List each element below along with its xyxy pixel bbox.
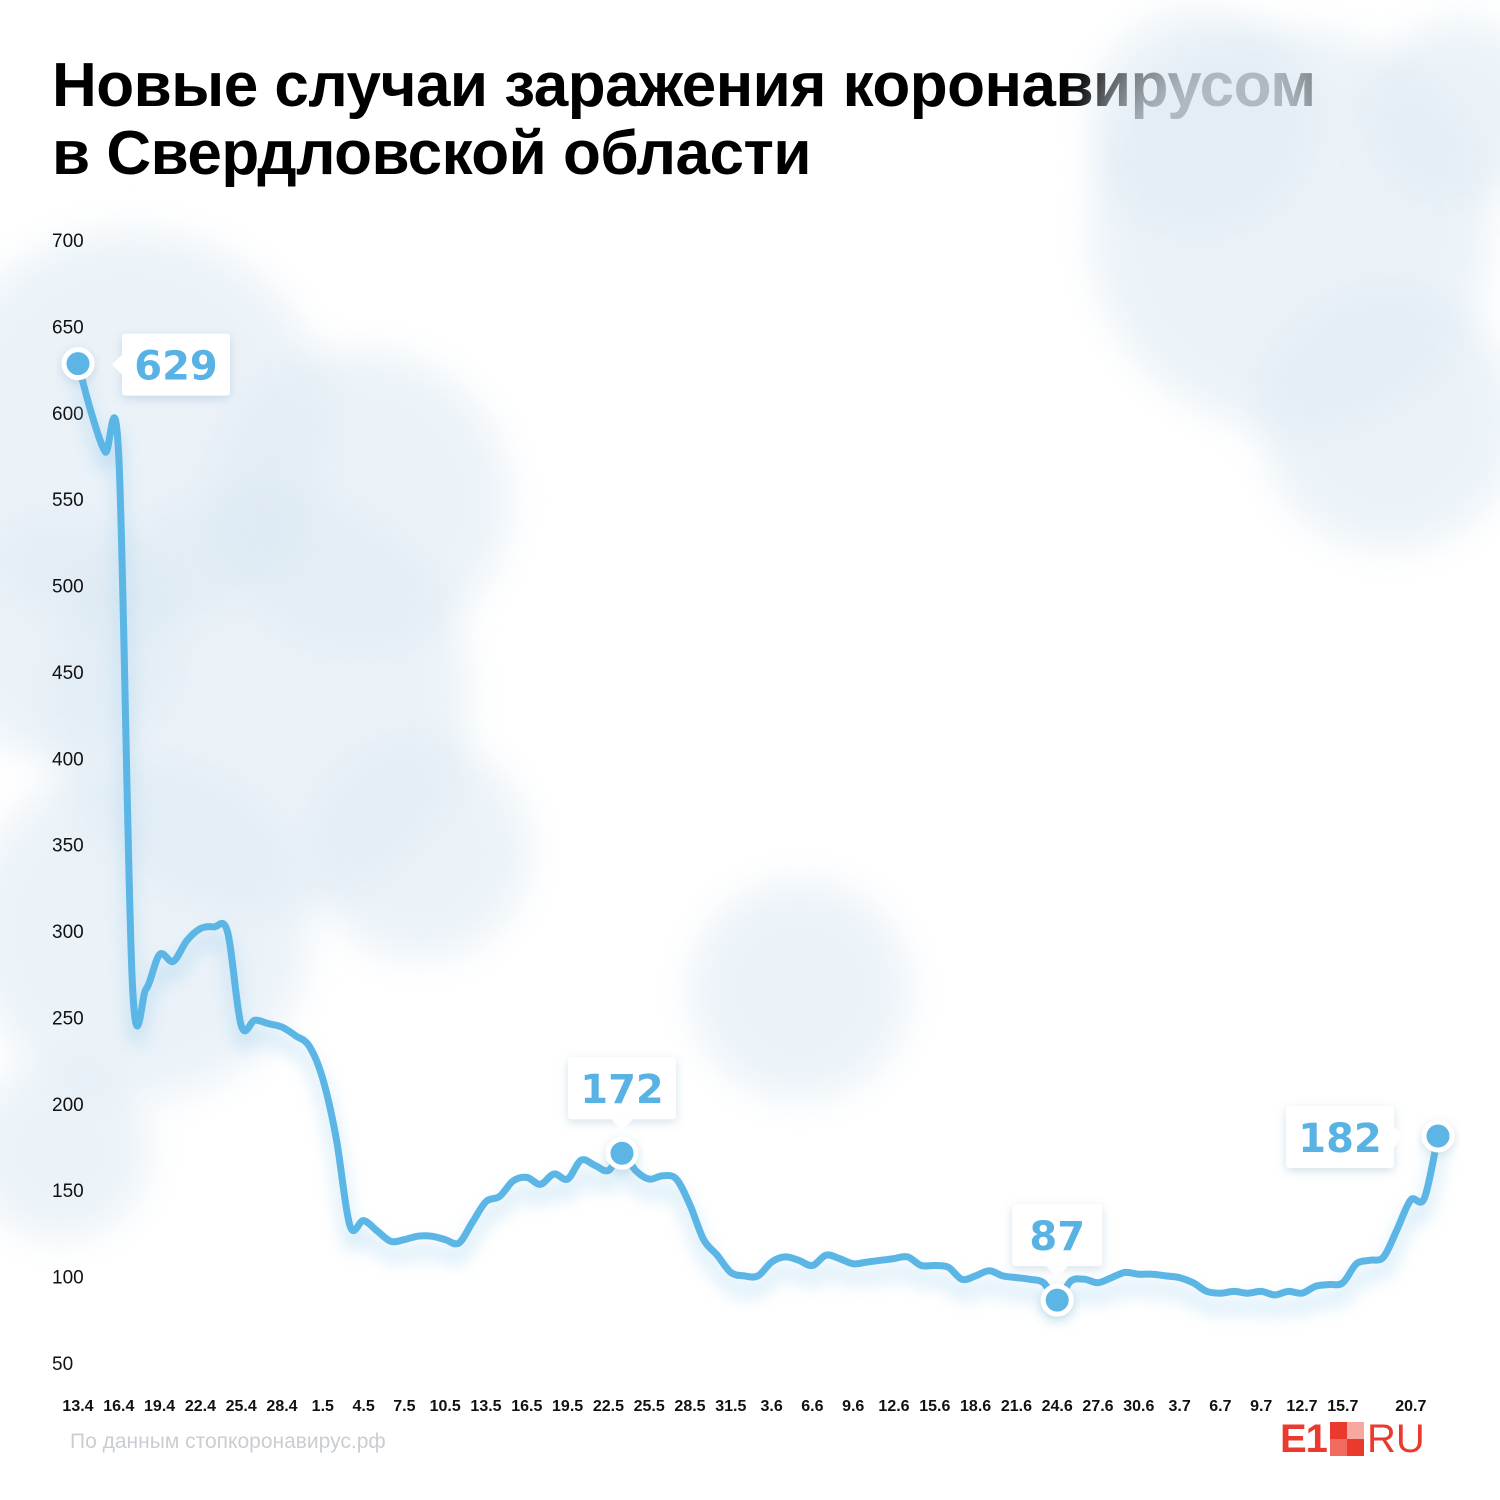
x-tick-label: 10.5	[430, 1398, 461, 1415]
x-tick-label: 1.5	[312, 1398, 334, 1415]
y-tick-label: 600	[52, 404, 84, 425]
virus-blob-8	[0, 520, 180, 760]
x-tick-label: 22.5	[593, 1398, 624, 1415]
x-tick-label: 30.6	[1123, 1398, 1154, 1415]
annotation-callout-pointer	[611, 1119, 633, 1131]
x-tick-label: 20.7	[1395, 1398, 1426, 1415]
y-tick-label: 100	[52, 1268, 84, 1289]
x-tick-label: 7.5	[393, 1398, 415, 1415]
source-note: По данным стопкоронавирус.рф	[70, 1430, 386, 1453]
x-tick-label: 25.4	[226, 1398, 257, 1415]
x-tick-label: 12.7	[1286, 1398, 1317, 1415]
x-tick-label: 27.6	[1082, 1398, 1113, 1415]
annotation-label: 172	[580, 1067, 664, 1113]
y-tick-label: 650	[52, 317, 84, 338]
x-tick-label: 6.6	[801, 1398, 823, 1415]
x-tick-label: 12.6	[878, 1398, 909, 1415]
x-tick-label: 16.5	[511, 1398, 542, 1415]
x-tick-label: 19.4	[144, 1398, 175, 1415]
annotation-callout-pointer	[112, 354, 122, 375]
annotation-172: 172	[568, 1057, 676, 1170]
x-tick-label: 4.5	[352, 1398, 374, 1415]
x-tick-label: 21.6	[1001, 1398, 1032, 1415]
annotation-callout-pointer	[1046, 1266, 1069, 1278]
annotation-point	[61, 347, 95, 381]
annotation-87: 87	[1012, 1204, 1103, 1317]
x-tick-label: 28.4	[266, 1398, 297, 1415]
y-tick-label: 400	[52, 749, 84, 770]
y-tick-label: 250	[52, 1008, 84, 1029]
annotation-callout-box	[1012, 1204, 1103, 1267]
x-tick-label: 3.6	[760, 1398, 782, 1415]
y-tick-label: 550	[52, 490, 84, 511]
x-tick-label: 3.7	[1168, 1398, 1190, 1415]
x-tick-label: 24.6	[1042, 1398, 1073, 1415]
chart-title-line-2: в Свердловской области	[52, 119, 811, 188]
y-tick-label: 50	[52, 1354, 73, 1375]
series-new-cases	[73, 360, 1443, 1320]
x-axis: 13.4 16.4 19.4 22.4 25.4 28.4 1.5 4.5 7.5 10.5 13.…	[62, 1398, 1426, 1415]
logo-squares-icon	[1329, 1422, 1364, 1456]
e1-logo[interactable]: E1 RU	[1280, 1416, 1425, 1461]
x-tick-label: 19.5	[552, 1398, 583, 1415]
virus-blob-2	[1090, 10, 1310, 230]
x-tick-label: 31.5	[715, 1398, 746, 1415]
annotation-callout-box	[568, 1057, 676, 1120]
annotation-182: 182	[1286, 1105, 1455, 1168]
x-tick-label: 16.4	[103, 1398, 134, 1415]
y-tick-label: 450	[52, 663, 84, 684]
virus-blob-10	[690, 880, 910, 1100]
annotation-label: 629	[134, 344, 218, 390]
series-line	[74, 360, 1442, 1304]
y-axis: 50 100 150 200 250 300 350 400 450 500 550 600 650 70…	[52, 231, 84, 1375]
x-tick-label: 15.7	[1327, 1398, 1358, 1415]
x-tick-label: 22.4	[185, 1398, 216, 1415]
virus-blob-11	[0, 1060, 150, 1240]
x-tick-label: 25.5	[634, 1398, 665, 1415]
annotation-callout-box	[122, 333, 230, 396]
x-tick-label: 13.5	[470, 1398, 501, 1415]
logo-e1-text: E1	[1280, 1416, 1328, 1461]
annotation-label: 87	[1029, 1214, 1085, 1260]
x-tick-label: 9.6	[842, 1398, 864, 1415]
x-tick-label: 9.7	[1250, 1398, 1272, 1415]
x-tick-label: 28.5	[674, 1398, 705, 1415]
series-line-shadow	[73, 376, 1443, 1320]
x-tick-label: 18.6	[960, 1398, 991, 1415]
virus-blob-1	[1260, 290, 1500, 550]
annotation-callout-pointer	[1394, 1126, 1404, 1147]
y-tick-label: 350	[52, 836, 84, 857]
y-tick-label: 500	[52, 577, 84, 598]
y-tick-label: 700	[52, 231, 84, 252]
x-tick-label: 13.4	[62, 1398, 93, 1415]
y-tick-label: 150	[52, 1181, 84, 1202]
y-tick-label: 200	[52, 1095, 84, 1116]
annotation-label: 182	[1298, 1116, 1382, 1162]
annotation-point	[1421, 1119, 1455, 1153]
virus-blob-3	[1370, 20, 1500, 200]
annotation-point	[1040, 1283, 1074, 1317]
annotations: 629 172 87 182	[61, 333, 1455, 1317]
logo-ru-text: RU	[1366, 1416, 1425, 1461]
x-tick-label: 15.6	[919, 1398, 950, 1415]
annotation-point	[605, 1136, 639, 1170]
virus-blob-9	[310, 740, 530, 960]
virus-blob-7	[210, 350, 510, 650]
annotation-callout-box	[1286, 1105, 1394, 1168]
x-tick-label: 6.7	[1209, 1398, 1231, 1415]
annotation-629: 629	[61, 333, 230, 396]
y-tick-label: 300	[52, 922, 84, 943]
virus-background-decoration	[0, 10, 1500, 1240]
